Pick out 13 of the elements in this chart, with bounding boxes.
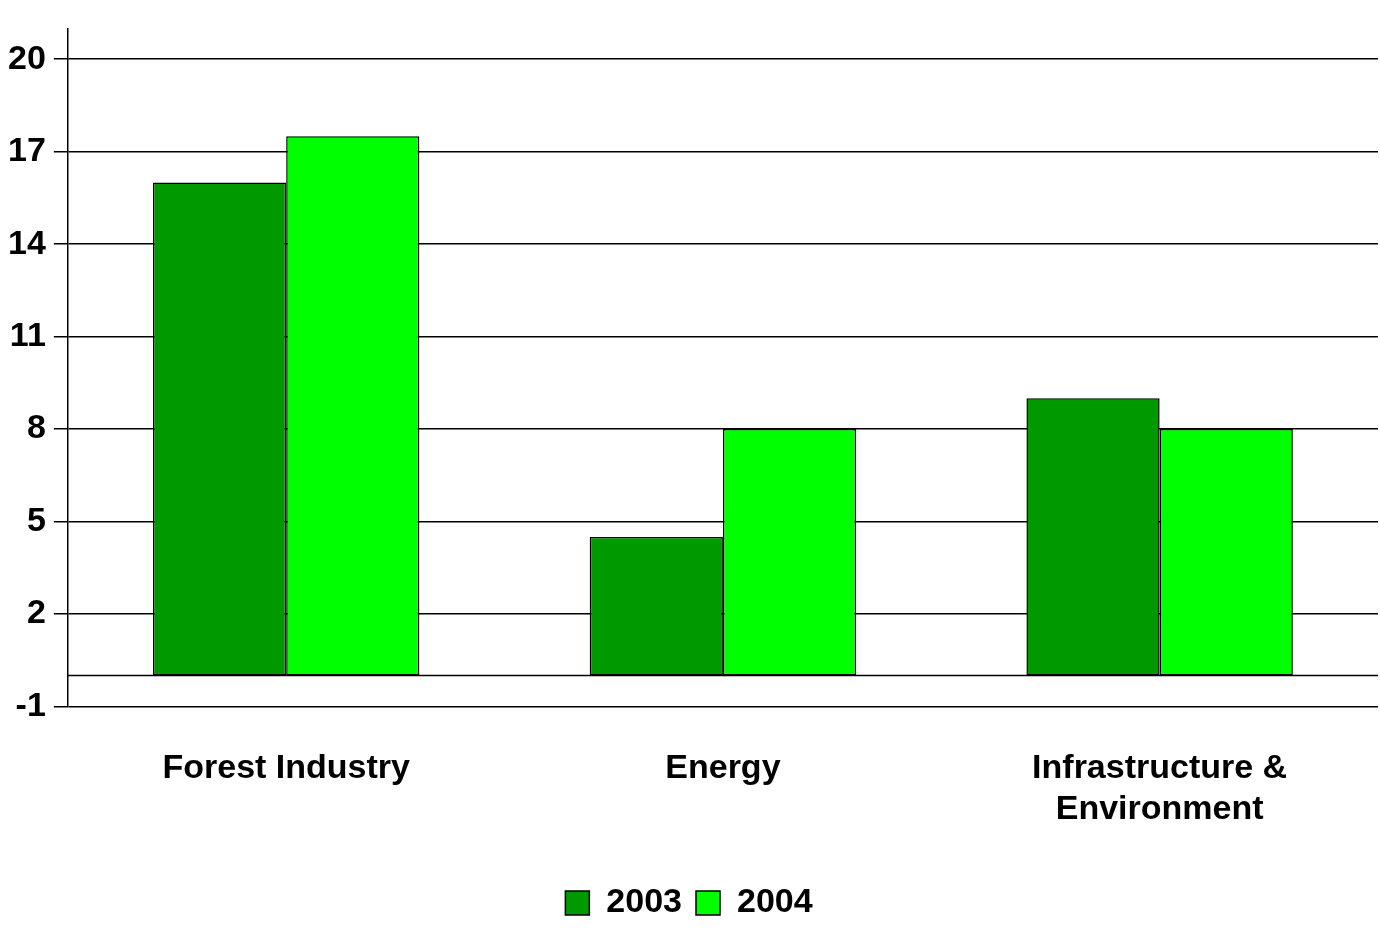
y-tick-label: 8 [26, 407, 46, 446]
y-tick-label: 17 [7, 130, 46, 169]
y-tick-label: 2 [26, 592, 46, 631]
y-tick-label: 14 [7, 222, 46, 261]
y-tick-label: 11 [9, 314, 46, 353]
x-tick-label: Forest Industry [162, 747, 411, 786]
y-tick-label: -1 [15, 684, 46, 723]
x-tick-label: Infrastructure & Environment [1032, 747, 1288, 826]
y-tick-label: 20 [7, 37, 46, 76]
x-tick-label: Energy [665, 747, 781, 786]
legend-label: 2004 [737, 881, 813, 920]
y-tick-label: 5 [26, 499, 46, 538]
legend-label: 2003 [606, 881, 682, 920]
